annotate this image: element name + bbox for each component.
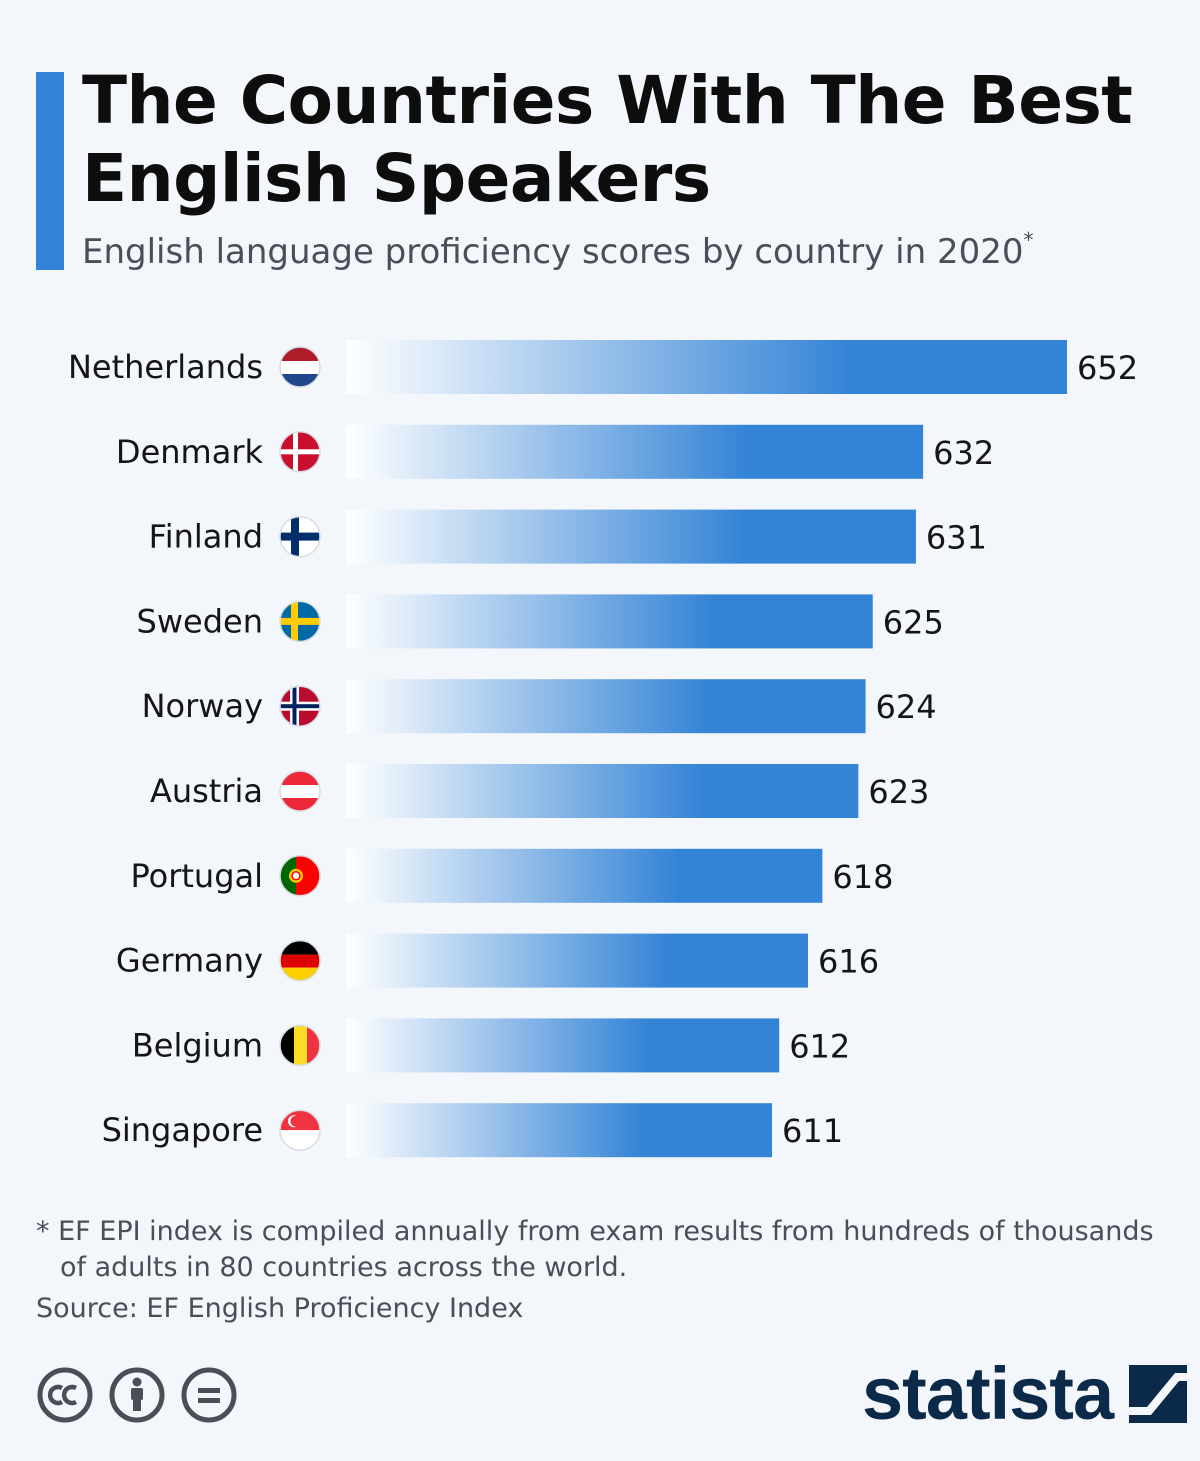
value-label: 652 (1077, 349, 1138, 387)
bar (346, 848, 823, 903)
chart-subtitle: English language proficiency scores by c… (82, 228, 1034, 272)
category-label: Finland (149, 518, 263, 556)
subtitle-text: English language proficiency scores by c… (82, 232, 1024, 272)
value-label: 611 (782, 1112, 843, 1150)
bar (346, 764, 859, 818)
belgium-flag-icon (279, 1024, 321, 1067)
category-label: Belgium (132, 1026, 263, 1064)
subtitle-footnote-marker: * (1023, 228, 1034, 252)
bar (346, 594, 873, 649)
footnote-line-1: * EF EPI index is compiled annually from… (36, 1216, 1154, 1247)
bar (346, 933, 808, 988)
bar (346, 424, 924, 479)
cc-icon[interactable] (36, 1366, 94, 1424)
norway-flag-icon (279, 685, 321, 727)
bar (346, 1018, 780, 1073)
portugal-flag-icon (279, 855, 321, 897)
category-label: Norway (142, 687, 263, 725)
statista-mark-icon (1129, 1365, 1188, 1423)
category-label: Portugal (130, 857, 263, 895)
bar (346, 509, 916, 564)
singapore-flag-icon (279, 1109, 321, 1151)
category-label: Denmark (116, 433, 264, 471)
value-label: 631 (926, 519, 987, 557)
bar (346, 1103, 772, 1158)
bar (346, 679, 866, 734)
germany-flag-icon (279, 939, 321, 982)
sweden-flag-icon (279, 600, 321, 643)
bar (346, 340, 1067, 394)
footnote-line-2: of adults in 80 countries across the wor… (60, 1252, 628, 1283)
logo-wordmark: statista (862, 1352, 1114, 1435)
austria-flag-icon (279, 770, 321, 812)
value-label: 625 (883, 603, 944, 641)
finland-flag-icon (279, 515, 321, 558)
title-accent-bar (36, 72, 64, 270)
chart-title: The Countries With The Best English Spea… (82, 62, 1133, 217)
attribution-icon[interactable] (108, 1366, 166, 1424)
statista-logo[interactable]: statista (862, 1352, 1188, 1435)
license-icons (36, 1366, 238, 1424)
netherlands-flag-icon (279, 346, 321, 388)
no-derivatives-icon[interactable] (180, 1366, 238, 1424)
category-label: Austria (150, 772, 263, 810)
bar-chart: Netherlands 652 Denmark 632 Finland 631 Sweden… (68, 340, 1138, 1158)
value-label: 624 (876, 688, 937, 726)
category-label: Sweden (137, 602, 263, 640)
value-label: 616 (818, 943, 879, 981)
value-label: 612 (789, 1027, 850, 1065)
value-label: 623 (868, 773, 929, 811)
category-label: Singapore (102, 1111, 263, 1149)
source-text: Source: EF English Proficiency Index (36, 1293, 524, 1324)
category-label: Germany (116, 942, 263, 980)
category-label: Netherlands (68, 348, 263, 386)
footnote: * EF EPI index is compiled annually from… (36, 1214, 1176, 1286)
denmark-flag-icon (279, 431, 321, 473)
value-label: 632 (933, 434, 994, 472)
value-label: 618 (832, 858, 893, 896)
